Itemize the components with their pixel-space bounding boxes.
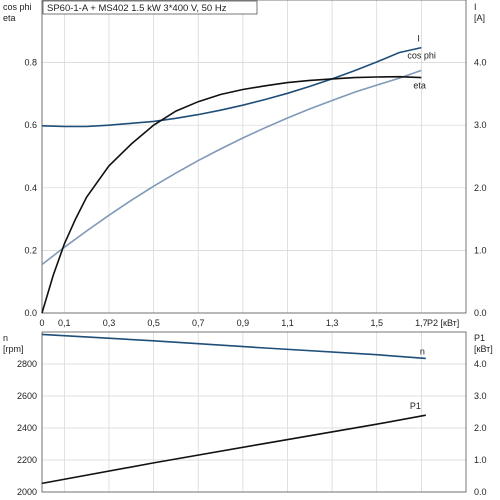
series-i-line [41, 46, 422, 128]
top-right-tick-label: 1.0 [474, 245, 487, 255]
bottom-left-axis-label: n [rpm] [3, 333, 24, 354]
series-cos-phi-label: cos phi [407, 50, 436, 60]
x-tick-label: 0,3 [103, 318, 116, 328]
series-eta-label: eta [413, 81, 426, 91]
series-n-label: n [420, 346, 425, 356]
bottom-left-tick-label: 2800 [17, 359, 37, 369]
top-left-tick-label: 0.0 [24, 308, 37, 318]
top-right-axis-label: I [A] [474, 2, 485, 23]
bottom-right-tick-label: 4.0 [474, 359, 487, 369]
top-left-tick-label: 0.4 [24, 183, 37, 193]
x-tick-label: 0,7 [192, 318, 205, 328]
series-cos-phi-line [41, 69, 422, 266]
series-eta-line [41, 75, 422, 314]
top-left-tick-label: 0.8 [24, 58, 37, 68]
bottom-series: n P1 [41, 333, 426, 485]
bottom-right-tick-label: 2.0 [474, 423, 487, 433]
series-p1-label: P1 [410, 401, 421, 411]
top-left-tick-label: 0.6 [24, 120, 37, 130]
x-tick-label: 1,5 [370, 318, 383, 328]
x-tick-label: 0,9 [237, 318, 250, 328]
chart-title: SP60-1-A + MS402 1.5 kW 3*400 V, 50 Hz [47, 3, 227, 14]
top-left-tick-label: 0.2 [24, 245, 37, 255]
series-p1-line [41, 414, 426, 485]
bottom-ticks: 2000 2200 2400 2600 2800 0.0 1.0 2.0 3.0 4.0 [17, 359, 487, 497]
top-plot-frame [41, 0, 467, 314]
x-tick-label: 1,1 [281, 318, 294, 328]
bottom-right-axis-label: P1 [кВт] [474, 333, 493, 354]
bottom-plot-frame [41, 331, 467, 493]
top-grid [41, 0, 466, 314]
bottom-right-tick-label: 3.0 [474, 391, 487, 401]
top-left-axis-label: cos phi eta [3, 2, 32, 23]
bottom-panel: nP1 200022002400260028000.01.02.03.04.0 … [3, 331, 493, 497]
top-ticks: 0 0,1 0,3 0,5 0,7 0,9 1,1 1,3 1,5 1,7 0.0 0.2 0.4 0.6… [24, 58, 486, 328]
x-tick-label: 0,1 [58, 318, 71, 328]
x-tick-label: 0 [39, 318, 44, 328]
chart-title-box [42, 0, 258, 15]
x-axis-label: P2 [кВт] [427, 318, 459, 328]
bottom-right-tick-label: 1.0 [474, 455, 487, 465]
top-right-tick-label: 2.0 [474, 183, 487, 193]
top-right-tick-label: 0.0 [474, 308, 487, 318]
bottom-right-tick-label: 0.0 [474, 487, 487, 497]
bottom-left-tick-label: 2000 [17, 487, 37, 497]
bottom-left-tick-label: 2200 [17, 455, 37, 465]
bottom-left-tick-label: 2600 [17, 391, 37, 401]
series-n-line [41, 333, 426, 360]
x-tick-label: 1,3 [326, 318, 339, 328]
series-i-label: I [417, 34, 420, 44]
top-right-tick-label: 3.0 [474, 120, 487, 130]
x-tick-label: 1,7 [415, 318, 428, 328]
x-tick-label: 0,5 [147, 318, 160, 328]
top-right-tick-label: 4.0 [474, 58, 487, 68]
bottom-left-tick-label: 2400 [17, 423, 37, 433]
